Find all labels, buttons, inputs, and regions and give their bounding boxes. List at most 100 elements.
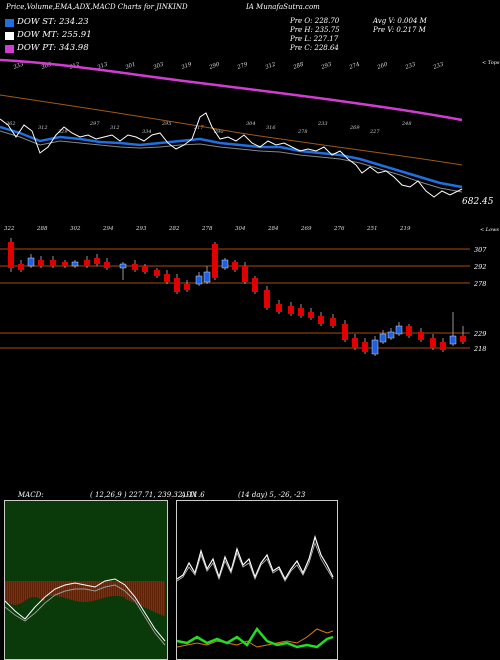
- ema-top-label: 279: [236, 61, 249, 71]
- macd-bar: [139, 581, 141, 606]
- ema-top-label: 303: [41, 61, 53, 70]
- macd-bar: [89, 581, 91, 602]
- ema-mid-label: 316: [266, 125, 276, 131]
- candle-body: [395, 325, 403, 335]
- ema-top-label: 313: [97, 61, 109, 70]
- candle-body: [142, 266, 148, 272]
- adx-white-line: [177, 534, 334, 581]
- macd-chart: [4, 500, 168, 660]
- candle-body: [298, 308, 304, 316]
- candle-body: [440, 342, 446, 350]
- candle-body: [62, 262, 68, 266]
- candle-body: [318, 316, 324, 324]
- adx-params: (14 day) 5, -26, -23: [238, 491, 306, 499]
- macd-bar: [141, 581, 143, 607]
- macd-bar: [81, 581, 83, 602]
- candle-body: [342, 324, 348, 340]
- ema-chart: 333 303 312 313 301 303 319 290 279 312 288 293 274 2…: [0, 58, 500, 207]
- macd-bar: [73, 581, 75, 601]
- macd-bar: [157, 581, 159, 614]
- macd-bar: [39, 581, 41, 599]
- ema-mid-label: 295: [161, 121, 172, 127]
- macd-label: MACD:: [18, 491, 44, 499]
- legend-swatch-mt: [5, 32, 14, 40]
- macd-bar: [85, 581, 87, 602]
- candle-body: [84, 260, 90, 266]
- macd-bar: [5, 581, 7, 601]
- legend-st: DOW ST: 234.23: [17, 17, 89, 27]
- macd-bar: [117, 581, 119, 597]
- candle-top-label: 276: [333, 226, 345, 232]
- ema-mid-label: 312: [110, 125, 120, 131]
- candle-top-label: 282: [168, 226, 180, 232]
- level-label: 218: [473, 345, 486, 353]
- level-label: 307: [474, 246, 487, 254]
- ema-short-line: [0, 125, 463, 189]
- level-label: 229: [473, 330, 486, 338]
- candle-top-label: 294: [102, 226, 114, 232]
- macd-bar: [21, 581, 23, 603]
- candle-body: [449, 335, 457, 345]
- macd-bar: [23, 581, 25, 602]
- macd-bar: [161, 581, 163, 616]
- macd-bar: [59, 581, 61, 597]
- macd-bar: [135, 581, 137, 604]
- legend-mt: DOW MT: 255.91: [17, 30, 92, 40]
- candle-top-label: 293: [135, 226, 147, 232]
- macd-bar: [65, 581, 67, 599]
- candle-body: [362, 342, 368, 352]
- candle-body: [460, 336, 466, 342]
- candle-body: [38, 260, 44, 266]
- candle-body: [406, 326, 412, 336]
- candles: [8, 238, 466, 356]
- ema-top-label: 301: [125, 62, 137, 71]
- adx-chart: [176, 500, 338, 660]
- macd-bar: [83, 581, 85, 602]
- chart-title: Price,Volume,EMA,ADX,MACD Charts for JIN…: [6, 3, 188, 11]
- macd-bar: [151, 581, 153, 611]
- macd-bar: [145, 581, 147, 608]
- macd-bar: [123, 581, 125, 597]
- macd-bar: [131, 581, 133, 602]
- candle-body: [379, 333, 387, 343]
- ema-long-line: [0, 58, 463, 122]
- macd-bar: [113, 581, 115, 597]
- candle-top-label: 284: [267, 226, 279, 232]
- legend-pt: DOW PT: 343.98: [17, 43, 89, 53]
- macd-signal-line: [5, 584, 166, 646]
- macd-bar: [99, 581, 101, 600]
- ema-end-value: 682.45: [462, 197, 494, 207]
- candle-body: [242, 266, 248, 282]
- ema-side-label: < Tops: [482, 60, 500, 66]
- macd-bar: [159, 581, 161, 615]
- ema-top-label: 293: [320, 61, 333, 71]
- ema-mid-label: 362: [6, 121, 16, 127]
- candle-body: [50, 260, 56, 266]
- macd-bar: [127, 581, 129, 600]
- ema-mid-label: 269: [349, 125, 360, 131]
- ema-mid-label: 290: [213, 129, 224, 135]
- macd-bar: [155, 581, 157, 613]
- macd-params: ( 12,26,9 ) 227.71, 239.32, -11.6: [90, 491, 205, 499]
- candle-body: [308, 312, 314, 318]
- macd-bar: [11, 581, 13, 605]
- ema-top-label: 319: [181, 61, 193, 70]
- ema-top-label: 333: [13, 61, 25, 70]
- macd-bar: [79, 581, 81, 602]
- macd-bar: [47, 581, 49, 597]
- macd-bar: [109, 581, 111, 597]
- price-line: [0, 112, 463, 198]
- candle-body: [132, 264, 138, 270]
- candle-top-label: 302: [70, 226, 81, 232]
- macd-bar: [75, 581, 77, 601]
- candle-top-label: 219: [399, 226, 411, 232]
- candle-body: [164, 274, 170, 282]
- ema-mid-label: 317: [194, 125, 204, 131]
- candle-body: [387, 331, 395, 339]
- macd-bar: [33, 581, 35, 598]
- candle-top-label: 251: [366, 226, 378, 232]
- macd-bar: [91, 581, 93, 602]
- ema-mid-label: 329: [58, 129, 68, 135]
- macd-bar: [45, 581, 47, 597]
- candle-top-label: 322: [4, 226, 15, 232]
